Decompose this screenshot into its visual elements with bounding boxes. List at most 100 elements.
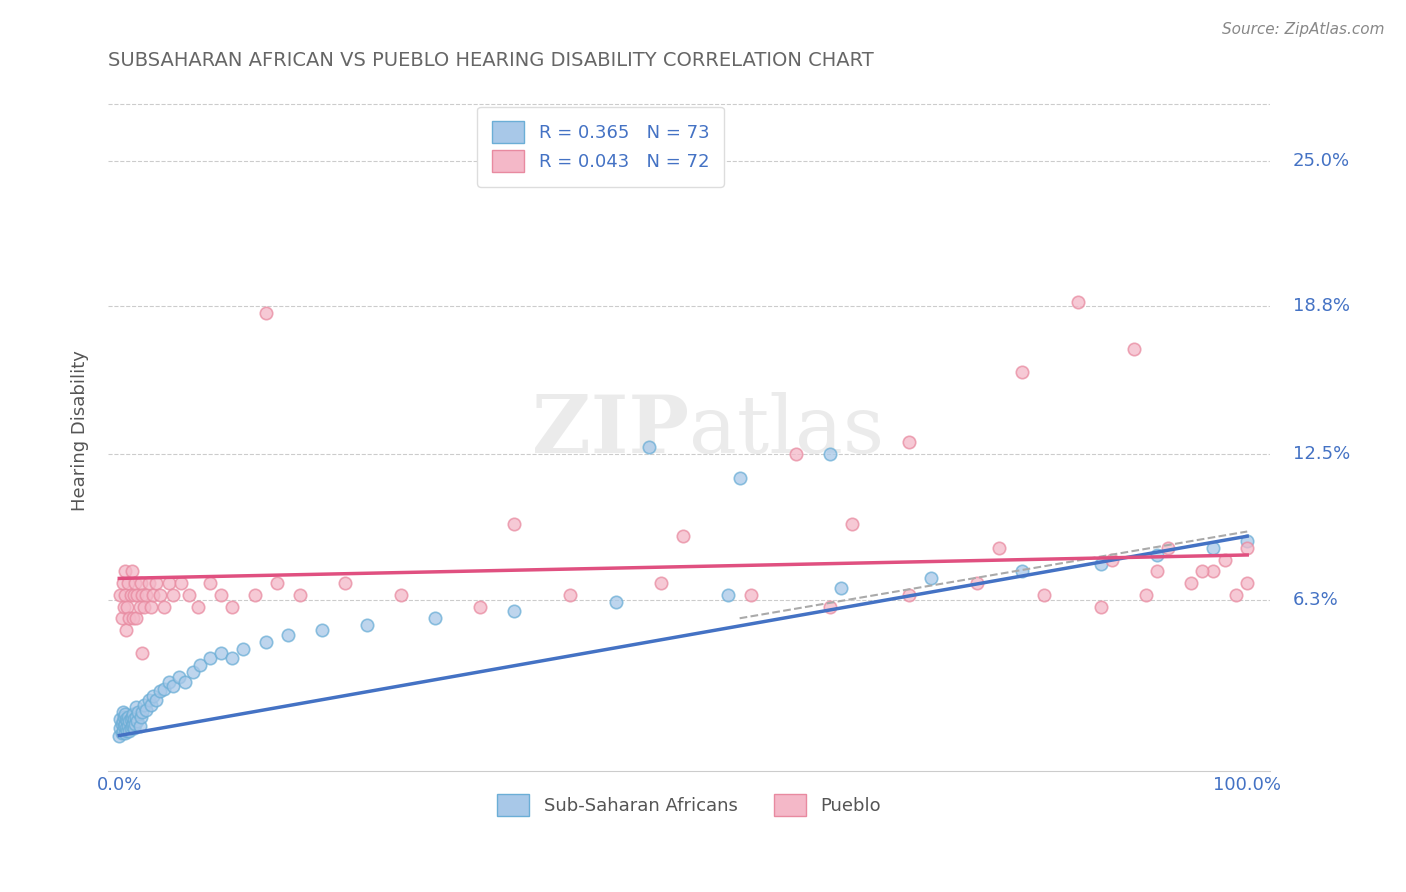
Point	[170, 576, 193, 591]
Point	[389, 588, 412, 602]
Point	[1213, 552, 1236, 566]
Text: 25.0%: 25.0%	[1294, 152, 1350, 170]
Point	[162, 679, 184, 693]
Point	[121, 565, 143, 579]
Point	[115, 599, 138, 614]
Point	[142, 689, 165, 703]
Point	[254, 306, 277, 320]
Point	[112, 710, 135, 724]
Point	[121, 716, 143, 731]
Y-axis label: Hearing Disability: Hearing Disability	[72, 351, 89, 511]
Point	[114, 716, 136, 731]
Point	[266, 576, 288, 591]
Point	[672, 529, 695, 543]
Point	[1236, 541, 1258, 555]
Point	[1033, 588, 1056, 602]
Point	[198, 651, 221, 665]
Point	[124, 716, 146, 731]
Point	[785, 447, 807, 461]
Point	[198, 576, 221, 591]
Point	[209, 647, 232, 661]
Point	[139, 698, 162, 712]
Point	[122, 712, 145, 726]
Point	[153, 599, 176, 614]
Point	[157, 674, 180, 689]
Point	[470, 599, 492, 614]
Point	[127, 588, 149, 602]
Point	[503, 604, 526, 618]
Legend: Sub-Saharan Africans, Pueblo: Sub-Saharan Africans, Pueblo	[489, 787, 889, 822]
Point	[157, 576, 180, 591]
Point	[1011, 565, 1033, 579]
Point	[1146, 548, 1168, 562]
Point	[1067, 294, 1090, 309]
Point	[120, 712, 142, 726]
Point	[818, 599, 841, 614]
Point	[1191, 565, 1213, 579]
Point	[129, 576, 152, 591]
Point	[254, 634, 277, 648]
Point	[111, 576, 134, 591]
Point	[112, 599, 135, 614]
Point	[114, 588, 136, 602]
Point	[114, 707, 136, 722]
Point	[311, 623, 333, 637]
Point	[288, 588, 311, 602]
Point	[110, 722, 132, 736]
Point	[139, 599, 162, 614]
Point	[221, 651, 243, 665]
Point	[127, 714, 149, 729]
Point	[1236, 576, 1258, 591]
Point	[117, 719, 139, 733]
Point	[243, 588, 266, 602]
Point	[127, 705, 149, 719]
Point	[187, 599, 209, 614]
Point	[988, 541, 1011, 555]
Point	[1101, 552, 1123, 566]
Point	[149, 684, 172, 698]
Point	[638, 440, 661, 454]
Point	[1202, 541, 1225, 555]
Point	[728, 470, 751, 484]
Point	[135, 703, 157, 717]
Point	[110, 716, 132, 731]
Point	[124, 576, 146, 591]
Point	[132, 698, 155, 712]
Point	[121, 611, 143, 625]
Point	[122, 722, 145, 736]
Point	[1090, 558, 1112, 572]
Point	[111, 705, 134, 719]
Point	[920, 571, 942, 585]
Point	[131, 647, 153, 661]
Point	[181, 665, 204, 680]
Point	[1157, 541, 1180, 555]
Point	[1225, 588, 1247, 602]
Text: 6.3%: 6.3%	[1294, 591, 1339, 608]
Point	[131, 705, 153, 719]
Point	[115, 714, 138, 729]
Point	[115, 623, 138, 637]
Point	[897, 588, 920, 602]
Point	[232, 641, 254, 656]
Point	[129, 710, 152, 724]
Point	[1146, 565, 1168, 579]
Point	[115, 712, 138, 726]
Point	[135, 588, 157, 602]
Point	[115, 722, 138, 736]
Point	[110, 588, 132, 602]
Point	[145, 576, 167, 591]
Point	[605, 595, 627, 609]
Text: SUBSAHARAN AFRICAN VS PUEBLO HEARING DISABILITY CORRELATION CHART: SUBSAHARAN AFRICAN VS PUEBLO HEARING DIS…	[108, 51, 873, 70]
Point	[277, 628, 299, 642]
Point	[356, 618, 378, 632]
Point	[110, 611, 132, 625]
Point	[423, 611, 446, 625]
Text: 18.8%: 18.8%	[1294, 297, 1350, 316]
Point	[221, 599, 243, 614]
Point	[173, 674, 195, 689]
Point	[209, 588, 232, 602]
Point	[1180, 576, 1202, 591]
Point	[138, 693, 160, 707]
Point	[162, 588, 184, 602]
Point	[121, 707, 143, 722]
